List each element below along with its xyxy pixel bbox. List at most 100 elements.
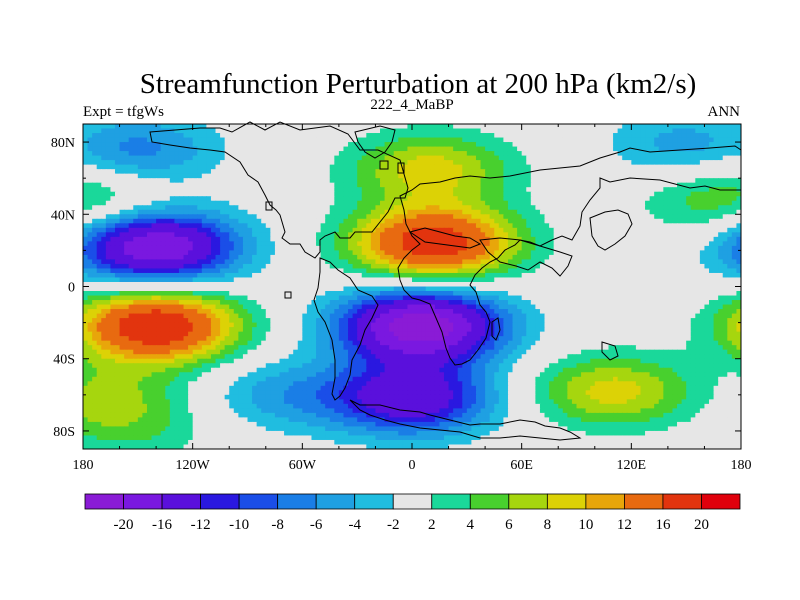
field-cell (238, 200, 244, 206)
field-cell (311, 272, 317, 279)
field-cell (389, 146, 395, 152)
field-cell (699, 128, 706, 134)
field-cell (677, 241, 683, 247)
field-cell (174, 182, 180, 188)
field-cell (325, 254, 331, 261)
field-cell (124, 173, 130, 179)
field-cell (238, 241, 244, 247)
field-cell (343, 173, 349, 179)
field-cell (695, 182, 701, 188)
field-cell (389, 236, 395, 242)
field-cell (731, 133, 738, 139)
field-cell (311, 268, 317, 274)
field-cell (421, 277, 427, 283)
field-cell (544, 259, 550, 265)
field-cell (453, 178, 459, 184)
field-cell (594, 263, 600, 270)
field-cell (146, 151, 153, 157)
field-cell (361, 277, 367, 283)
field-cell (585, 151, 591, 157)
field-cell (475, 227, 482, 233)
field-cell (105, 128, 112, 134)
field-cell (238, 259, 244, 265)
field-cell (599, 205, 605, 211)
field-cell (539, 259, 546, 265)
field-cell (466, 272, 472, 279)
field-cell (416, 250, 422, 256)
field-cell (475, 160, 482, 166)
field-cell (704, 164, 710, 170)
field-cell (352, 245, 358, 251)
field-cell (233, 209, 239, 215)
field-cell (535, 182, 541, 188)
field-cell (274, 250, 281, 256)
field-cell (261, 277, 267, 283)
field-cell (105, 146, 112, 152)
field-cell (430, 191, 436, 197)
field-cell (352, 196, 358, 202)
field-cell (357, 236, 363, 242)
field-cell (722, 196, 728, 202)
field-cell (709, 142, 715, 148)
field-cell (348, 241, 354, 247)
field-cell (571, 200, 578, 206)
field-cell (224, 218, 230, 224)
field-cell (613, 128, 619, 134)
field-cell (480, 164, 486, 170)
field-cell (338, 209, 345, 215)
field-cell (174, 191, 180, 197)
field-cell (709, 272, 715, 279)
field-cell (544, 182, 550, 188)
field-cell (475, 155, 482, 161)
field-cell (210, 236, 217, 242)
field-cell (512, 128, 518, 134)
field-cell (494, 227, 500, 233)
field-cell (311, 173, 317, 179)
field-cell (558, 232, 564, 238)
field-cell (526, 200, 532, 206)
field-cell (407, 259, 413, 265)
field-cell (663, 128, 669, 134)
field-cell (329, 182, 335, 188)
field-cell (457, 277, 463, 283)
field-cell (247, 137, 253, 143)
field-cell (736, 227, 741, 233)
field-cell (640, 128, 646, 134)
field-cell (489, 214, 495, 220)
field-cell (306, 137, 313, 143)
field-cell (174, 254, 180, 261)
field-cell (169, 187, 175, 193)
field-cell (156, 169, 162, 175)
field-cell (393, 254, 399, 261)
field-cell (567, 232, 573, 238)
field-cell (507, 218, 514, 224)
field-cell (553, 218, 559, 224)
field-cell (613, 236, 619, 242)
field-cell (594, 155, 600, 161)
field-cell (142, 250, 148, 256)
field-cell (325, 205, 331, 211)
field-cell (274, 155, 281, 161)
field-cell (466, 227, 472, 233)
field-cell (311, 146, 317, 152)
field-cell (658, 236, 664, 242)
field-cell (284, 146, 290, 152)
field-cell (585, 214, 591, 220)
field-cell (558, 223, 564, 229)
field-cell (338, 268, 345, 274)
field-cell (169, 236, 175, 242)
field-cell (124, 178, 130, 184)
field-cell (183, 268, 189, 274)
field-cell (137, 173, 143, 179)
field-cell (585, 191, 591, 197)
field-cell (270, 236, 276, 242)
field-cell (530, 250, 536, 256)
field-cell (475, 232, 482, 238)
field-cell (183, 241, 189, 247)
field-cell (731, 178, 738, 184)
field-cell (617, 263, 623, 270)
field-cell (448, 151, 454, 157)
field-cell (567, 169, 573, 175)
field-cell (192, 223, 198, 229)
field-cell (128, 164, 134, 170)
